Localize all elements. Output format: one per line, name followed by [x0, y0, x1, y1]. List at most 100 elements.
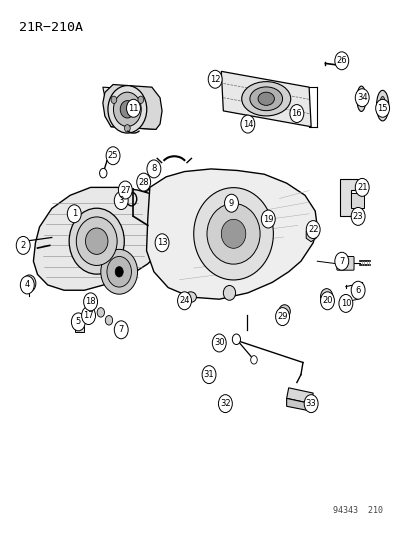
Text: 26: 26	[336, 56, 346, 66]
Circle shape	[350, 207, 364, 225]
Ellipse shape	[193, 188, 273, 280]
Ellipse shape	[206, 204, 259, 264]
Ellipse shape	[100, 249, 137, 294]
Circle shape	[114, 321, 128, 339]
Text: 10: 10	[340, 299, 350, 308]
Circle shape	[67, 205, 81, 223]
Text: 21: 21	[356, 183, 367, 192]
Circle shape	[304, 394, 317, 413]
Polygon shape	[306, 228, 316, 241]
Circle shape	[16, 237, 30, 254]
Ellipse shape	[375, 90, 388, 121]
FancyBboxPatch shape	[75, 326, 84, 333]
Ellipse shape	[278, 305, 290, 318]
Ellipse shape	[107, 256, 131, 287]
Text: 7: 7	[118, 325, 123, 334]
Circle shape	[126, 99, 140, 117]
Circle shape	[208, 70, 222, 88]
Polygon shape	[102, 87, 156, 130]
Circle shape	[354, 89, 368, 107]
Text: 1: 1	[71, 209, 77, 218]
Circle shape	[320, 289, 332, 304]
Text: 32: 32	[220, 399, 230, 408]
Circle shape	[136, 173, 150, 191]
Text: 34: 34	[356, 93, 367, 102]
Circle shape	[118, 181, 132, 199]
Text: 94343  210: 94343 210	[332, 506, 382, 515]
Polygon shape	[341, 295, 349, 306]
Text: 29: 29	[277, 312, 287, 321]
Text: 23: 23	[352, 212, 363, 221]
Ellipse shape	[249, 87, 282, 111]
Circle shape	[218, 394, 232, 413]
Circle shape	[177, 292, 191, 310]
Text: 5: 5	[76, 317, 81, 326]
Circle shape	[334, 252, 348, 270]
Polygon shape	[286, 388, 313, 403]
Text: 27: 27	[120, 185, 131, 195]
Circle shape	[338, 294, 352, 312]
Text: 4: 4	[25, 280, 30, 289]
Ellipse shape	[257, 92, 274, 106]
Circle shape	[250, 356, 256, 364]
Text: 14: 14	[242, 119, 252, 128]
Circle shape	[100, 168, 107, 178]
Circle shape	[83, 293, 97, 311]
Circle shape	[106, 147, 120, 165]
Ellipse shape	[108, 86, 146, 133]
Text: 24: 24	[179, 296, 189, 305]
Text: 2: 2	[21, 241, 26, 250]
Circle shape	[71, 313, 85, 331]
Circle shape	[202, 366, 216, 384]
Circle shape	[111, 96, 116, 103]
Circle shape	[323, 293, 329, 300]
Ellipse shape	[185, 292, 196, 302]
Text: 25: 25	[107, 151, 118, 160]
Text: 28: 28	[138, 177, 149, 187]
Polygon shape	[33, 188, 172, 290]
Circle shape	[155, 234, 169, 252]
Text: 31: 31	[203, 370, 214, 379]
Text: 33: 33	[305, 399, 316, 408]
Circle shape	[306, 221, 319, 239]
Ellipse shape	[76, 217, 117, 265]
FancyBboxPatch shape	[350, 192, 363, 208]
Circle shape	[147, 160, 161, 178]
Circle shape	[240, 115, 254, 133]
Ellipse shape	[85, 228, 108, 254]
Circle shape	[124, 125, 130, 132]
Circle shape	[334, 52, 348, 70]
Text: 8: 8	[151, 164, 156, 173]
Circle shape	[81, 306, 95, 325]
Circle shape	[289, 104, 303, 123]
Text: 30: 30	[214, 338, 224, 348]
Ellipse shape	[356, 86, 365, 111]
Circle shape	[114, 191, 128, 209]
Circle shape	[23, 275, 36, 292]
Circle shape	[105, 316, 112, 325]
Circle shape	[224, 194, 238, 212]
Polygon shape	[339, 180, 357, 216]
Circle shape	[115, 266, 123, 277]
Ellipse shape	[69, 208, 124, 274]
Text: 16: 16	[291, 109, 301, 118]
Text: 13: 13	[157, 238, 167, 247]
Polygon shape	[102, 85, 161, 130]
Circle shape	[320, 292, 334, 310]
Ellipse shape	[221, 219, 245, 248]
Text: 21R−210A: 21R−210A	[19, 21, 83, 34]
Ellipse shape	[120, 101, 134, 118]
Circle shape	[97, 308, 104, 317]
Text: 22: 22	[307, 225, 318, 234]
Text: 11: 11	[128, 104, 138, 113]
Ellipse shape	[223, 286, 235, 300]
Circle shape	[20, 276, 34, 294]
Circle shape	[232, 334, 240, 344]
Polygon shape	[221, 71, 311, 127]
Circle shape	[261, 210, 275, 228]
Text: 3: 3	[118, 196, 123, 205]
Text: 15: 15	[377, 104, 387, 113]
Text: 7: 7	[338, 257, 344, 266]
FancyBboxPatch shape	[336, 256, 353, 270]
Ellipse shape	[379, 96, 385, 115]
